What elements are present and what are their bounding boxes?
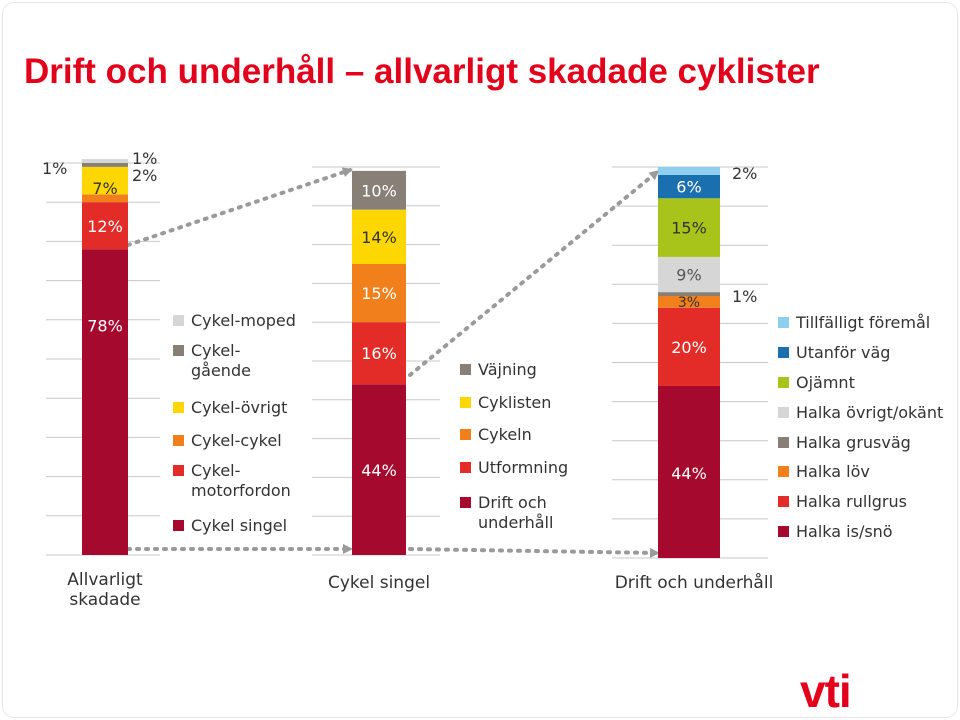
bar-segment	[82, 166, 128, 195]
legend-swatch	[460, 462, 471, 473]
legend-entry: Tillfälligt föremål	[795, 313, 930, 332]
category-label: Allvarligt skadade	[67, 570, 143, 610]
legend-entry: Ojämnt	[796, 373, 855, 392]
legend-swatch	[778, 437, 789, 448]
legend-entry: Halka rullgrus	[796, 492, 907, 511]
legend-swatch	[173, 520, 184, 531]
data-label: 78%	[87, 317, 123, 336]
bar-segment	[658, 174, 720, 199]
data-label: 2%	[132, 166, 157, 185]
legend-entry: Utformning	[478, 458, 568, 477]
bar-segment	[658, 292, 720, 297]
legend-swatch	[460, 397, 471, 408]
data-label: 1%	[42, 159, 67, 178]
bar-segment	[658, 256, 720, 293]
legend-entry: Utanför väg	[796, 343, 890, 362]
bar-segment	[658, 296, 720, 308]
data-label: 15%	[361, 284, 397, 303]
legend-swatch	[778, 377, 789, 388]
legend-swatch	[778, 496, 789, 507]
legend-entry: Halka is/snö	[796, 522, 893, 541]
bar-segment	[658, 167, 720, 175]
legend-swatch	[778, 347, 789, 358]
data-label: 1%	[732, 287, 757, 306]
data-label: 6%	[676, 178, 701, 197]
data-label: 44%	[671, 464, 707, 483]
connector-arrow	[126, 167, 353, 247]
legend-entry: Halka löv	[796, 462, 870, 481]
legend-entry: Cykel-cykel	[191, 431, 282, 450]
data-label: 44%	[361, 461, 397, 480]
data-label: 20%	[671, 338, 707, 357]
bar-segment	[82, 202, 128, 250]
bar-segment	[82, 159, 128, 163]
page-title: Drift och underhåll – allvarligt skadade…	[24, 52, 820, 91]
legend-swatch	[173, 465, 184, 476]
bar-segment	[82, 163, 128, 167]
legend-swatch	[173, 435, 184, 446]
category-label: Cykel singel	[328, 573, 430, 593]
bar-segment	[352, 264, 406, 323]
bar-segment	[658, 198, 720, 257]
bar-segment	[352, 170, 406, 210]
legend-swatch	[778, 407, 789, 418]
bar-segment	[82, 194, 128, 203]
legend-swatch	[778, 526, 789, 537]
legend-entry: Drift och underhåll	[478, 493, 553, 532]
legend-swatch	[460, 497, 471, 508]
bar-segment	[82, 249, 128, 556]
legend-entry: Cykel-moped	[191, 311, 296, 330]
category-label: Drift och underhåll	[615, 572, 774, 593]
data-label: 14%	[361, 228, 397, 247]
bar-segment	[352, 209, 406, 264]
data-label: 1%	[132, 149, 157, 168]
legend-swatch	[173, 315, 184, 326]
legend-entry: Cyklisten	[478, 393, 551, 412]
legend-entry: Väjning	[478, 360, 537, 379]
data-label: 2%	[732, 164, 757, 183]
data-label: 12%	[87, 217, 123, 236]
legend-swatch	[460, 364, 471, 375]
legend-entry: Cykel singel	[191, 516, 287, 535]
legend-entry: Halka grusväg	[796, 433, 911, 452]
vti-logo: vti	[800, 665, 852, 717]
bar-segment	[352, 384, 406, 555]
legend-swatch	[173, 345, 184, 356]
legend-swatch	[173, 402, 184, 413]
bar-segment	[658, 385, 720, 558]
bar-segment	[352, 322, 406, 385]
connector-arrow	[408, 547, 660, 558]
data-label: 7%	[92, 179, 117, 198]
connector-arrow	[408, 170, 660, 377]
legend-swatch	[460, 429, 471, 440]
legend-entry: Cykel-gående	[191, 341, 251, 380]
data-label: 9%	[676, 266, 701, 285]
data-label: 15%	[671, 219, 707, 238]
legend-entry: Cykel-motorfordon	[191, 461, 291, 500]
data-label: 16%	[361, 344, 397, 363]
legend-entry: Cykel-övrigt	[191, 398, 287, 417]
data-label: 10%	[361, 181, 397, 200]
legend-swatch	[778, 466, 789, 477]
legend-swatch	[778, 317, 789, 328]
data-label: 3%	[678, 295, 700, 311]
legend-entry: Halka övrigt/okänt	[796, 403, 943, 422]
bar-segment	[658, 307, 720, 386]
legend-entry: Cykeln	[478, 425, 532, 444]
